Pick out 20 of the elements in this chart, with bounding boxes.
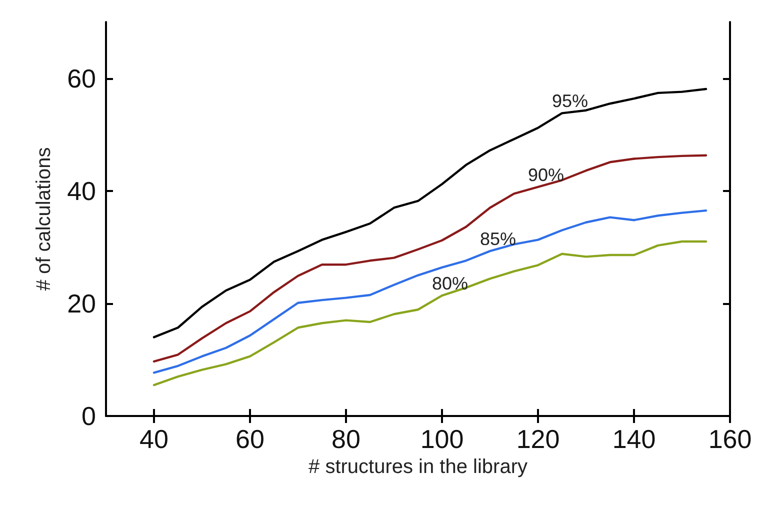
x-tick-label: 80 [332, 424, 360, 454]
y-tick-label: 60 [67, 63, 96, 94]
annotation: 90% [528, 164, 564, 185]
x-axis-title: # structures in the library [308, 456, 528, 478]
line-series [152, 154, 708, 363]
x-tick-label: 160 [708, 424, 752, 454]
x-tick-label: 40 [140, 424, 168, 454]
annotation: 95% [552, 91, 588, 112]
line-series [152, 209, 708, 374]
x-tick-label: 120 [516, 424, 560, 454]
x-tick-label: 60 [236, 424, 264, 454]
y-tick-label: 0 [82, 401, 96, 431]
y-tick-label: 20 [67, 288, 96, 318]
line-series [152, 88, 708, 338]
y-tick-label: 40 [67, 176, 96, 206]
y-axis-title: # of calculations [33, 147, 55, 291]
annotation: 85% [480, 229, 516, 250]
x-tick-label: 140 [612, 424, 656, 454]
x-tick-label: 100 [420, 424, 464, 454]
annotation: 80% [432, 274, 468, 294]
